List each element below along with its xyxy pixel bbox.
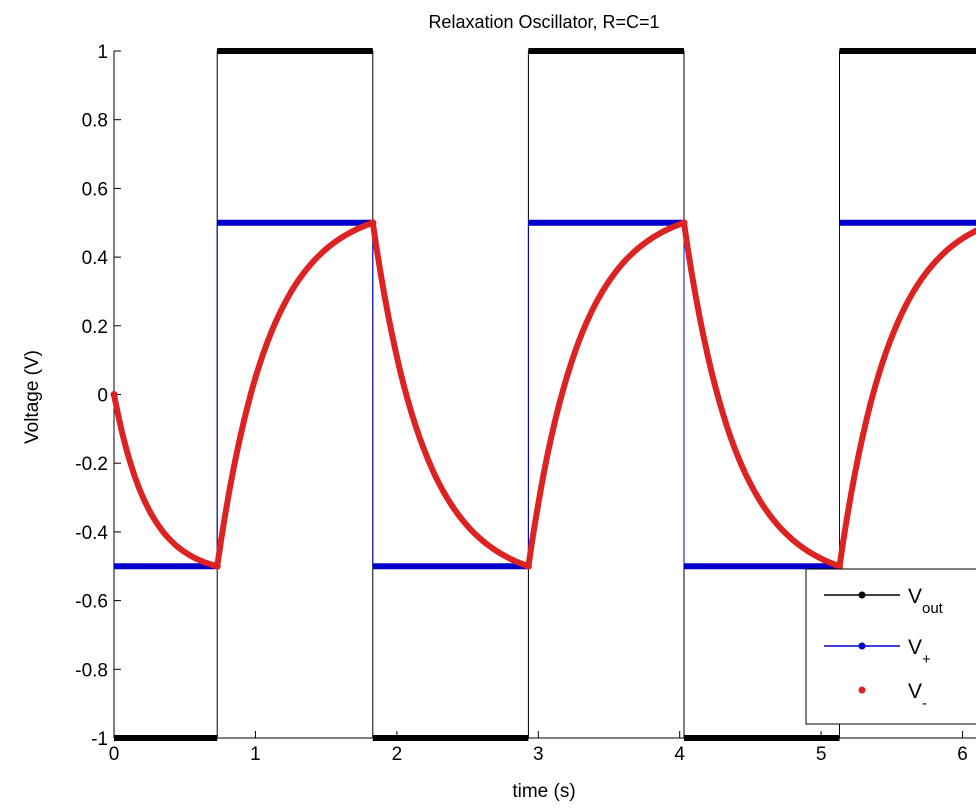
series-vminus-point [680,219,688,227]
x-tick-label: 4 [674,744,685,765]
y-tick-label: -0.8 [75,660,108,681]
y-tick-label: -0.6 [75,592,108,613]
y-tick-label: -0.4 [75,523,108,544]
plot-area [110,48,976,741]
x-tick-label: 5 [816,744,827,765]
legend-item-vminus-marker [858,686,866,694]
series-vminus-point [110,391,118,398]
legend-item-vplus-marker [858,642,866,650]
y-tick-label: 0 [97,386,108,407]
x-tick-label: 0 [109,744,120,765]
y-axis-label: Voltage (V) [22,350,43,444]
x-tick-label: 3 [533,744,544,765]
x-tick-label: 6 [957,744,968,765]
legend-item-vout-marker [858,591,866,599]
legend-item-vout-label: V [908,585,922,608]
axes: -1 -0.8 -0.6 -0.4 -0.2 0 0.2 0.4 0.6 0.8 1 0 1 2 3 4 5 6 [75,42,976,765]
legend-item-vminus-label: V [908,680,922,703]
y-tick-label: -0.2 [75,454,108,475]
series-vminus-point [524,562,532,570]
legend-item-vminus-subscript: - [922,695,927,712]
chart-title: Relaxation Oscillator, R=C=1 [428,12,659,32]
y-tick-label: 0.8 [82,111,108,132]
series-vminus-point [369,219,377,227]
legend-item-vplus-label: V [908,636,922,659]
y-tick-label: 0.2 [82,317,108,338]
y-tick-label: 0.4 [82,248,109,269]
y-tick-label: 1 [97,42,108,63]
legend-item-vplus-subscript: + [922,651,931,668]
series-vminus-point [836,562,844,570]
x-tick-label: 1 [250,744,261,765]
x-tick-label: 2 [392,744,403,765]
series-vminus-curve [111,219,976,570]
y-tick-label: 0.6 [82,179,108,200]
legend-item-vout-subscript: out [922,600,944,617]
y-tick-label: -1 [91,729,108,750]
series-vminus-point [213,562,221,570]
x-axis-label: time (s) [512,781,575,802]
